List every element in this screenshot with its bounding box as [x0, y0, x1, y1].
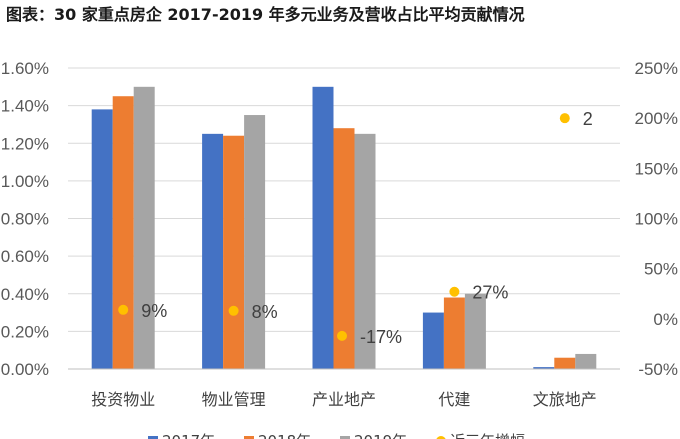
right-tick-label: 100%: [635, 210, 678, 229]
growth-point: [559, 113, 570, 124]
growth-point: [337, 330, 347, 341]
left-tick-label: 1.20%: [1, 134, 49, 153]
right-axis: -50% 0% 50% 100% 150% 200% 250%: [635, 59, 678, 379]
right-tick-label: 50%: [644, 260, 678, 279]
bar: [354, 133, 376, 369]
bar: [223, 135, 245, 369]
left-axis: 0.00% 0.20% 0.40% 0.60% 0.80% 1.00% 1.20% 1.40%…: [1, 59, 49, 379]
category-label: 产业地产: [312, 390, 376, 409]
right-tick-label: 200%: [635, 109, 678, 128]
category-label: 投资物业: [91, 390, 155, 409]
bar: [533, 367, 555, 369]
bar: [422, 312, 444, 369]
right-tick-label: 150%: [635, 159, 678, 178]
legend-swatch: [436, 436, 446, 439]
category-label: 物业管理: [202, 390, 266, 409]
growth-data-label: 9%: [141, 301, 167, 321]
right-tick-label: 250%: [635, 59, 678, 78]
left-tick-label: 0.40%: [1, 285, 49, 304]
category-label: 代建: [438, 390, 470, 409]
growth-point: [449, 286, 460, 297]
left-tick-label: 1.40%: [1, 97, 49, 116]
bar: [443, 297, 465, 369]
category-labels: 投资物业 物业管理 产业地产 代建 文旅地产: [91, 390, 597, 409]
growth-data-label: 2: [583, 109, 593, 129]
legend-label: 2017年: [162, 432, 215, 439]
bar: [312, 86, 334, 369]
bar: [112, 96, 134, 369]
bar: [133, 86, 155, 369]
left-tick-label: 0.60%: [1, 247, 49, 266]
bar: [554, 357, 576, 369]
growth-point: [118, 304, 129, 315]
legend-swatch: [148, 436, 158, 439]
bar: [244, 115, 266, 369]
legend-label: 2018年: [258, 432, 311, 439]
bar: [202, 133, 224, 369]
growth-points: 9% 8% -17% 27% 2: [118, 109, 593, 347]
category-label: 文旅地产: [533, 390, 597, 409]
left-tick-label: 1.60%: [1, 59, 49, 78]
left-tick-label: 1.00%: [1, 172, 49, 191]
growth-data-label: -17%: [360, 327, 402, 347]
bars: [91, 86, 597, 369]
legend-label: 近三年增幅: [450, 432, 525, 439]
growth-data-label: 27%: [472, 283, 508, 303]
growth-point: [228, 305, 239, 316]
chart-title: 图表：30 家重点房企 2017-2019 年多元业务及营收占比平均贡献情况: [6, 5, 525, 24]
left-tick-label: 0.80%: [1, 210, 49, 229]
bar: [575, 353, 597, 369]
bar: [91, 109, 113, 369]
bar: [464, 293, 486, 369]
right-tick-label: 0%: [653, 310, 678, 329]
legend-swatch: [244, 436, 254, 439]
growth-data-label: 8%: [252, 302, 278, 322]
right-tick-label: -50%: [638, 360, 678, 379]
left-tick-label: 0.00%: [1, 360, 49, 379]
legend-swatch: [340, 436, 350, 439]
left-tick-label: 0.20%: [1, 322, 49, 341]
bar: [333, 128, 355, 369]
